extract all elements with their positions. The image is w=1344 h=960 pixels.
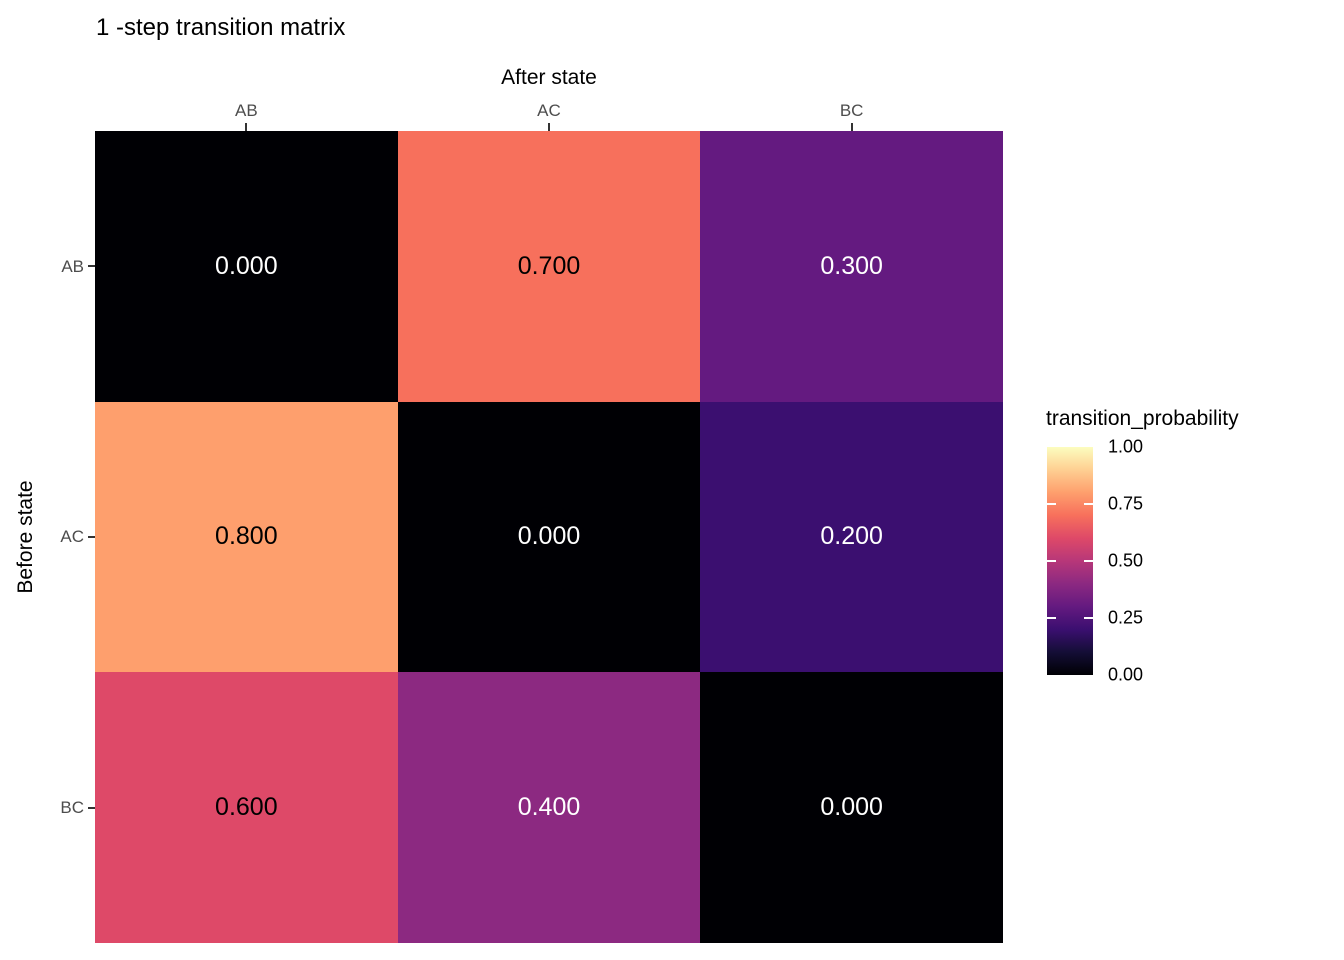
legend-tick-labels: 1.00 0.75 0.50 0.25 0.00: [1108, 437, 1168, 685]
x-axis-label-bc: BC: [700, 100, 1003, 131]
x-axis-label-text: BC: [839, 101, 864, 121]
x-axis-tick: [245, 123, 248, 131]
x-axis-tick: [547, 123, 550, 131]
cell-bc-ac: 0.400: [397, 672, 701, 943]
legend-gradient-bar: [1047, 447, 1093, 675]
plot-title: 1 -step transition matrix: [96, 14, 346, 41]
cell-ac-ac: 0.000: [397, 401, 701, 673]
y-axis-tick: [88, 265, 95, 268]
x-axis-label-ac: AC: [398, 100, 701, 131]
legend-tick-label: 0.75: [1108, 493, 1144, 514]
cell-ac-ab: 0.800: [95, 401, 398, 673]
y-axis-tick: [88, 535, 95, 538]
legend-tick-label: 0.50: [1108, 550, 1144, 571]
cell-ab-ac: 0.700: [397, 131, 701, 402]
legend-tickmark: [1047, 560, 1056, 562]
x-axis-labels: AB AC BC: [95, 100, 1003, 131]
x-axis-title: After state: [501, 66, 597, 89]
y-axis-label-ac: AC: [0, 402, 95, 673]
y-axis-tick: [88, 806, 95, 809]
x-axis-tick: [850, 123, 853, 131]
legend-tick-label: 1.00: [1108, 436, 1144, 457]
cell-ab-ab: 0.000: [95, 131, 398, 402]
y-axis-label-text: BC: [60, 798, 84, 818]
legend-tickmark: [1047, 617, 1056, 619]
legend-title: transition_probability: [1046, 407, 1239, 430]
legend-tickmark: [1084, 560, 1093, 562]
cell-bc-bc: 0.000: [700, 672, 1003, 943]
legend-tickmark: [1047, 503, 1056, 505]
legend-tick-label: 0.00: [1108, 664, 1144, 685]
y-axis-labels: AB AC BC: [0, 131, 95, 943]
x-axis-label-text: AC: [537, 101, 561, 121]
y-axis-label-text: AC: [60, 527, 84, 547]
y-axis-label-ab: AB: [0, 131, 95, 402]
cell-ab-bc: 0.300: [700, 131, 1003, 402]
cell-ac-bc: 0.200: [700, 401, 1003, 673]
x-axis-label-text: AB: [234, 101, 258, 121]
legend-tickmark: [1084, 503, 1093, 505]
cell-bc-ab: 0.600: [95, 672, 398, 943]
legend-tickmark: [1084, 617, 1093, 619]
legend-tick-label: 0.25: [1108, 607, 1144, 628]
heatmap-panel: 0.000 0.700 0.300 0.800 0.000 0.200 0.600 0.400…: [95, 131, 1003, 943]
y-axis-label-bc: BC: [0, 672, 95, 943]
y-axis-label-text: AB: [61, 256, 84, 276]
x-axis-label-ab: AB: [95, 100, 398, 131]
